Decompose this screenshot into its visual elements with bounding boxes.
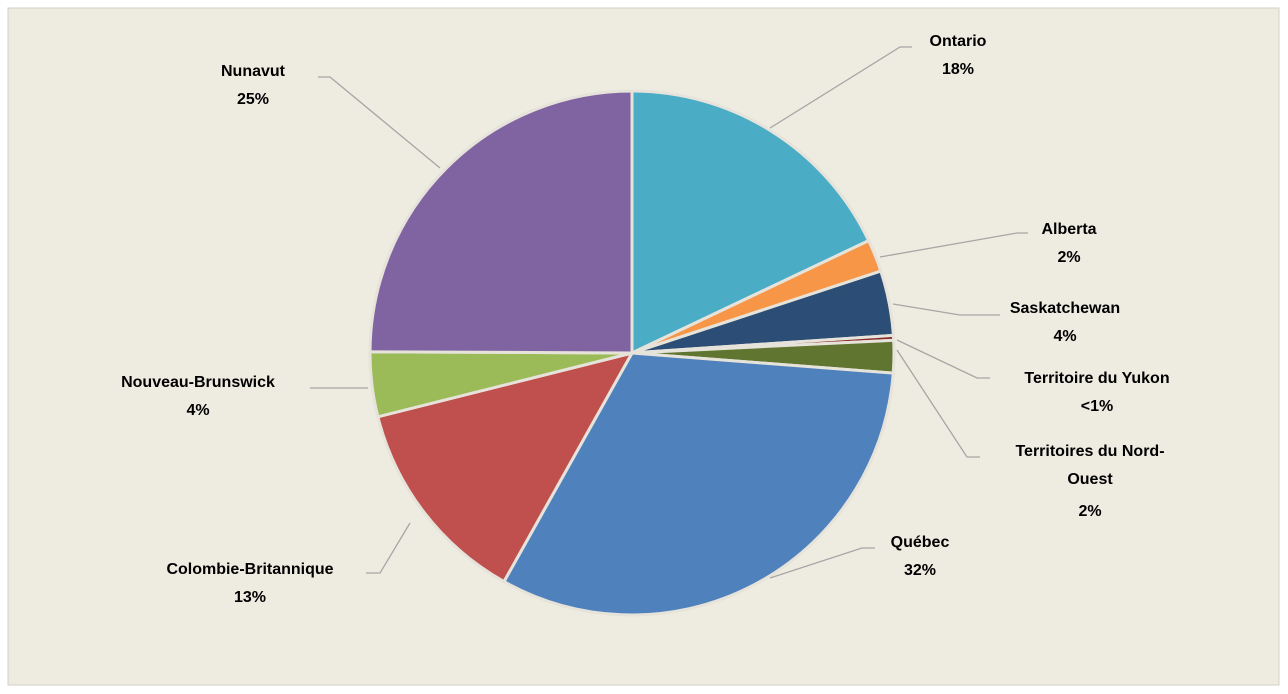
slice-label: Territoires du Nord- Ouest	[1015, 443, 1164, 488]
pie-slice	[368, 89, 634, 355]
leader-line	[892, 303, 1000, 316]
value-label: 4%	[1053, 328, 1076, 345]
leader-line	[366, 522, 411, 574]
slice-label: Nunavut	[221, 63, 286, 80]
pie-slice	[630, 89, 871, 356]
label-line: Ouest	[1067, 471, 1113, 488]
leader-line	[896, 349, 980, 458]
value-label: 2%	[1057, 249, 1080, 266]
slice-label: Québec	[891, 534, 950, 551]
value-label: 4%	[186, 402, 209, 419]
slice-label: Alberta	[1041, 221, 1096, 238]
value-label: 13%	[234, 589, 266, 606]
value-label: 32%	[904, 562, 936, 579]
label-line: Territoires du Nord-	[1015, 443, 1164, 460]
slice-label: Nouveau-Brunswick	[121, 374, 275, 391]
pie-slice	[501, 351, 895, 617]
leader-line	[769, 46, 912, 129]
leader-line	[318, 76, 441, 169]
slice-label: Colombie-Britannique	[166, 561, 333, 578]
value-label: <1%	[1081, 398, 1113, 415]
slice-label: Ontario	[930, 33, 987, 50]
slice-label: Saskatchewan	[1010, 300, 1120, 317]
leader-line	[879, 232, 1028, 258]
leader-line	[769, 547, 875, 579]
value-label: 18%	[942, 61, 974, 78]
leader-line	[896, 339, 990, 379]
value-label: 25%	[237, 91, 269, 108]
value-label: 2%	[1078, 503, 1101, 520]
slice-label: Territoire du Yukon	[1024, 370, 1169, 387]
pie-slice	[376, 350, 636, 584]
